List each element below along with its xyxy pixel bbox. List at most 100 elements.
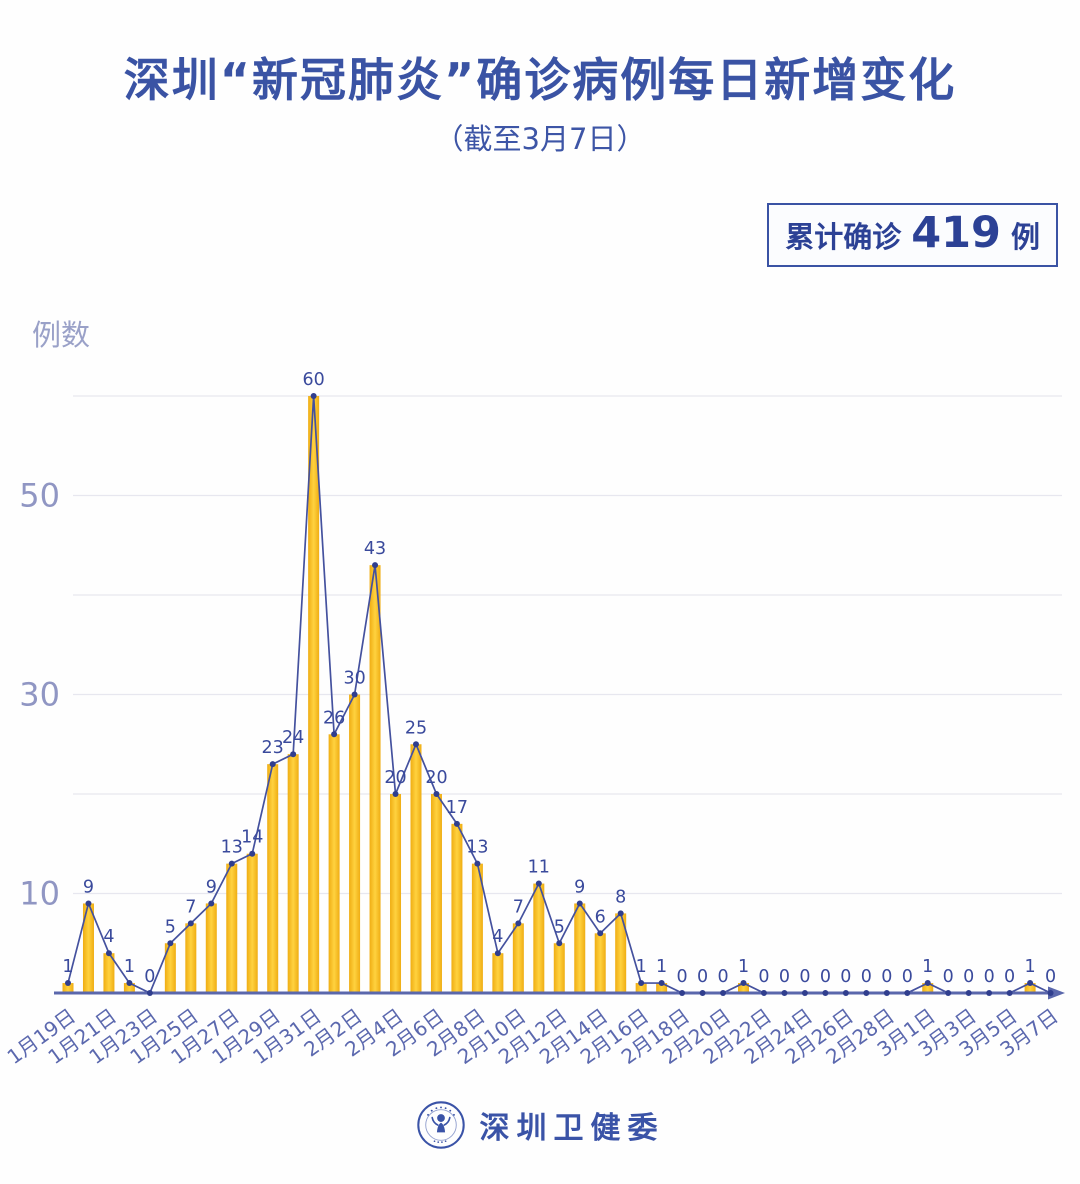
data-point	[863, 990, 870, 996]
data-label: 43	[364, 539, 386, 559]
data-point	[269, 761, 276, 768]
data-label: 9	[206, 877, 217, 897]
data-point	[597, 930, 604, 937]
data-label: 0	[861, 967, 872, 987]
bar	[574, 903, 586, 993]
data-label: 0	[820, 967, 831, 987]
bar	[1024, 983, 1036, 993]
data-point	[945, 990, 952, 996]
data-label: 1	[922, 957, 933, 977]
data-point	[187, 920, 194, 927]
data-label: 1	[124, 957, 135, 977]
data-point	[1006, 990, 1013, 996]
bar	[656, 983, 668, 993]
data-point	[740, 980, 747, 987]
data-point	[638, 980, 645, 987]
bar	[390, 794, 402, 993]
data-label: 1	[636, 957, 647, 977]
data-point	[146, 990, 153, 996]
bar	[82, 903, 94, 993]
data-label: 24	[282, 728, 304, 748]
data-point	[842, 990, 849, 996]
data-label: 0	[697, 967, 708, 987]
data-point	[65, 980, 71, 987]
data-label: 0	[840, 967, 851, 987]
data-point	[208, 900, 215, 907]
data-point	[699, 990, 706, 996]
bar	[308, 396, 320, 993]
data-label: 1	[62, 957, 73, 977]
data-label: 7	[185, 897, 196, 917]
bar	[594, 933, 606, 993]
data-label: 0	[677, 967, 688, 987]
y-tick-label: 50	[19, 477, 60, 515]
data-label: 4	[492, 927, 503, 947]
badge-total-value: 419	[911, 208, 1001, 258]
bar	[553, 943, 565, 993]
data-label: 25	[405, 718, 427, 738]
bar	[615, 913, 627, 993]
bar	[123, 983, 135, 993]
bar	[738, 983, 750, 993]
data-point	[310, 393, 317, 399]
data-label: 13	[466, 838, 488, 858]
data-point	[85, 900, 92, 907]
gridlines	[73, 395, 1062, 895]
data-point	[965, 990, 972, 996]
data-label: 8	[615, 887, 626, 907]
bar	[287, 754, 299, 993]
data-point	[372, 562, 379, 569]
bar	[103, 953, 115, 993]
data-points	[65, 393, 1054, 996]
data-point	[474, 860, 481, 867]
data-label: 30	[343, 669, 365, 689]
data-point	[1047, 990, 1054, 996]
data-point	[433, 791, 440, 797]
data-point	[351, 691, 358, 698]
org-logo-icon	[416, 1101, 465, 1149]
data-point	[924, 980, 931, 987]
bar	[512, 923, 524, 993]
footer: 深圳卫健委	[0, 1100, 1080, 1150]
bar	[635, 983, 647, 993]
data-label: 0	[1004, 967, 1015, 987]
data-point	[228, 860, 235, 867]
data-label: 20	[384, 768, 406, 788]
data-point	[453, 820, 460, 827]
data-label: 0	[902, 967, 913, 987]
data-label: 9	[574, 877, 585, 897]
bar	[430, 794, 442, 993]
data-label: 5	[554, 917, 565, 937]
bar	[533, 883, 545, 993]
bar	[164, 943, 176, 993]
data-label: 60	[302, 370, 324, 390]
bars	[62, 396, 1036, 993]
data-point	[535, 880, 542, 887]
data-label: 17	[446, 798, 468, 818]
bar	[492, 953, 504, 993]
x-axis-arrow-icon	[1048, 986, 1065, 1000]
data-point	[126, 980, 133, 987]
bar	[62, 983, 74, 993]
data-label: 0	[144, 967, 155, 987]
data-point	[986, 990, 993, 996]
badge-prefix-label: 累计确诊	[785, 220, 902, 254]
bar	[349, 694, 361, 993]
bar	[226, 863, 238, 993]
bar	[451, 823, 463, 993]
y-tick-labels: 10 30 50	[19, 477, 60, 913]
data-label: 20	[425, 768, 447, 788]
data-label: 0	[984, 967, 995, 987]
data-point	[515, 920, 522, 927]
org-name: 深圳卫健委	[479, 1111, 665, 1146]
bar	[410, 744, 422, 993]
bar	[922, 983, 934, 993]
data-point	[617, 910, 624, 917]
data-point	[760, 990, 767, 996]
data-point	[720, 990, 727, 996]
data-point	[290, 751, 297, 758]
data-label: 6	[595, 907, 606, 927]
